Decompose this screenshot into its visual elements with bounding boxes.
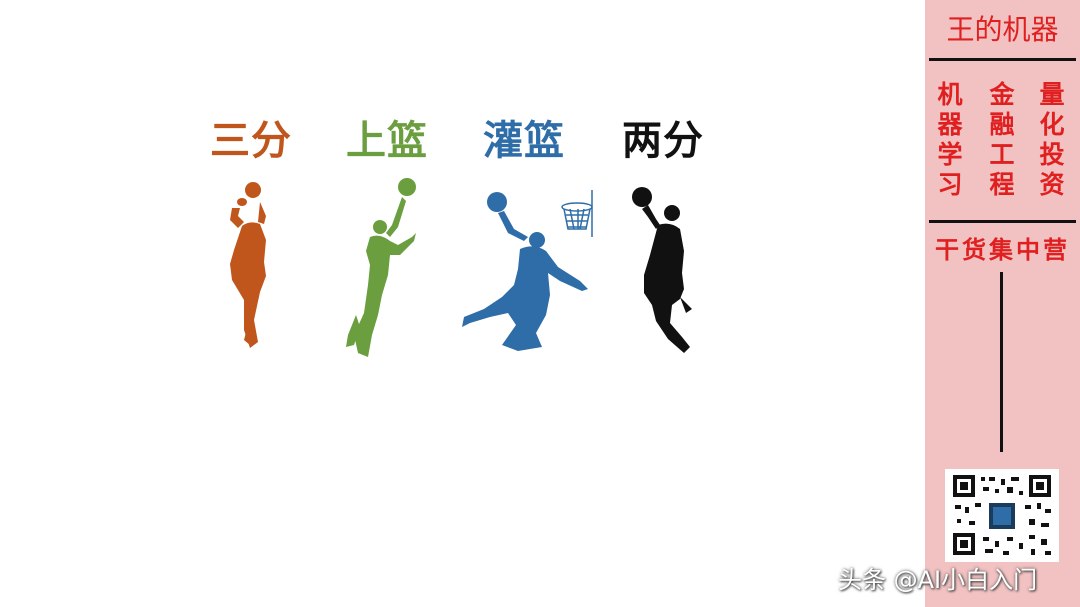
- watermark-text: 头条 @AI小白入门: [838, 566, 1038, 594]
- label-dunk: 灌篮: [483, 118, 565, 164]
- three-point-player-icon: [230, 182, 266, 348]
- two-point-player-icon: [632, 187, 692, 353]
- layup-player-icon: [346, 178, 416, 357]
- slide-canvas: 三分 上篮 灌篮 两分: [210, 118, 704, 357]
- brand-title: 王的机器: [946, 13, 1059, 46]
- dunk-player-icon: [462, 190, 593, 351]
- label-layup: 上篮: [346, 118, 428, 164]
- qr-code-icon[interactable]: [945, 469, 1059, 562]
- column-ml: 机器学习: [937, 80, 963, 199]
- label-two-point: 两分: [622, 118, 704, 164]
- camp-title: 干货集中营: [935, 235, 1070, 264]
- middle-divider: [929, 220, 1076, 223]
- column-qi: 量化投资: [1039, 80, 1065, 199]
- sidebar: 王的机器 机器学习 金融工程 量化投资 干货集中营: [925, 0, 1080, 607]
- column-fe: 金融工程: [989, 80, 1015, 199]
- top-divider: [929, 58, 1076, 61]
- vertical-divider: [1000, 272, 1003, 452]
- label-three-point: 三分: [210, 118, 292, 164]
